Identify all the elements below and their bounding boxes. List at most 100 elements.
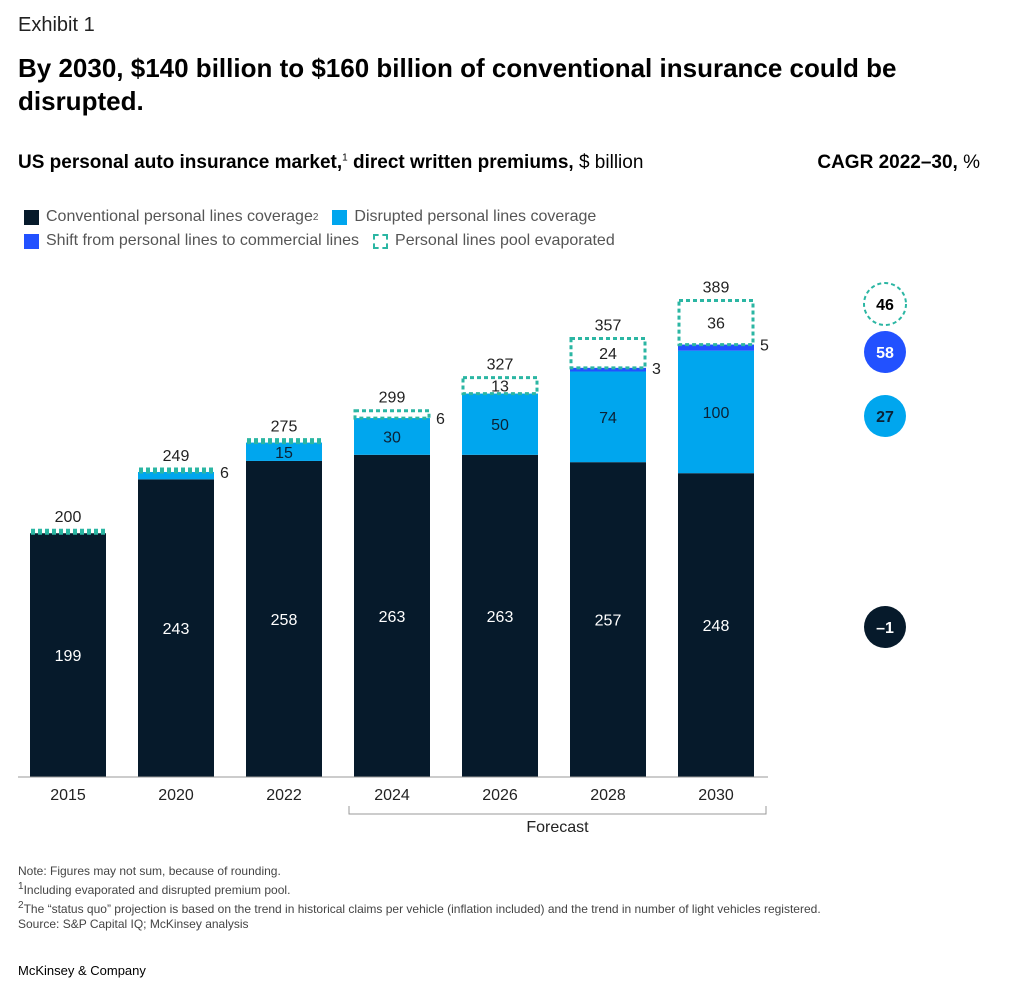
x-tick-2022: 2022 bbox=[266, 787, 302, 804]
label-total-2028: 357 bbox=[595, 317, 622, 334]
cagr-circle-1 bbox=[863, 282, 907, 326]
label-total-2024: 299 bbox=[379, 390, 406, 407]
bar-evaporated-2022 bbox=[245, 438, 323, 445]
bar-disrupted-2028 bbox=[570, 371, 646, 463]
bar-conventional-2028 bbox=[570, 462, 646, 777]
footnote-2-text: The “status quo” projection is based on … bbox=[23, 902, 821, 916]
bar-conventional-2026 bbox=[462, 454, 538, 777]
exhibit-label: Exhibit 1 bbox=[18, 14, 95, 36]
note-rounding: Note: Figures may not sum, because of ro… bbox=[18, 864, 281, 878]
subtitle-footnote-mark: 1 bbox=[342, 152, 348, 164]
bar-conventional-2015 bbox=[30, 533, 106, 777]
bar-shift-2030 bbox=[678, 344, 754, 351]
label-side-2030: 5 bbox=[760, 338, 769, 355]
label-side-2028: 3 bbox=[652, 361, 661, 378]
legend-label-disrupted: Disrupted personal lines coverage bbox=[354, 208, 597, 225]
footnotes: Note: Figures may not sum, because of ro… bbox=[18, 864, 821, 932]
cagr-value-2: 58 bbox=[876, 345, 894, 362]
legend-swatch-shift bbox=[24, 233, 39, 249]
bar-disrupted-2024 bbox=[354, 418, 430, 455]
label-disrupted-2022: 15 bbox=[275, 445, 293, 462]
legend-swatch-conventional bbox=[24, 209, 39, 225]
stacked-bar-chart: 1992002015243624920202581527520222633062… bbox=[18, 279, 907, 836]
label-total-2030: 389 bbox=[703, 279, 730, 296]
brand-logo-text: McKinsey & Company bbox=[18, 963, 146, 978]
source-note: Source: S&P Capital IQ; McKinsey analysi… bbox=[18, 917, 249, 931]
label-conventional-2028: 257 bbox=[595, 613, 622, 630]
cagr-value-3: 27 bbox=[876, 409, 894, 426]
bar-conventional-2024 bbox=[354, 454, 430, 777]
subtitle-bold-2: direct written premiums, bbox=[347, 152, 574, 173]
cagr-value-1: 46 bbox=[876, 297, 894, 314]
label-side-2024: 6 bbox=[436, 411, 445, 428]
bar-disrupted-2030 bbox=[678, 350, 754, 474]
label-side-2020: 6 bbox=[220, 465, 229, 482]
page-title: By 2030, $140 billion to $160 billion of… bbox=[18, 53, 897, 116]
label-evaporated-2028: 24 bbox=[599, 346, 617, 363]
bar-disrupted-2022 bbox=[246, 442, 322, 461]
legend-label-shift: Shift from personal lines to commercial … bbox=[46, 232, 360, 249]
label-conventional-2024: 263 bbox=[379, 609, 406, 626]
bar-conventional-2030 bbox=[678, 473, 754, 777]
legend-item-conventional: Conventional personal lines coverage 2 bbox=[24, 208, 318, 226]
bar-evaporated-2028 bbox=[569, 336, 647, 370]
label-conventional-2030: 248 bbox=[703, 618, 730, 635]
subtitle-unit: $ billion bbox=[573, 152, 644, 173]
label-total-2022: 275 bbox=[271, 419, 298, 436]
label-total-2015: 200 bbox=[55, 509, 82, 526]
label-conventional-2020: 243 bbox=[163, 621, 190, 638]
footnote-1-mark: 1 bbox=[18, 881, 24, 892]
x-tick-2015: 2015 bbox=[50, 787, 86, 804]
label-total-2026: 327 bbox=[487, 357, 514, 374]
legend-item-disrupted: Disrupted personal lines coverage bbox=[332, 208, 596, 226]
legend-item-shift: Shift from personal lines to commercial … bbox=[24, 232, 359, 250]
footnote-2-mark: 2 bbox=[18, 900, 24, 911]
label-disrupted-2026: 50 bbox=[491, 417, 509, 434]
label-total-2020: 249 bbox=[163, 448, 190, 465]
legend-label-conventional: Conventional personal lines coverage bbox=[46, 208, 313, 225]
x-tick-2030: 2030 bbox=[698, 787, 734, 804]
cagr-heading-bold: CAGR 2022–30, bbox=[817, 152, 958, 173]
legend-item-evaporated: Personal lines pool evaporated bbox=[373, 232, 615, 250]
chart-legend: Conventional personal lines coverage 2 Di… bbox=[24, 205, 784, 253]
subtitle-bold: US personal auto insurance market, bbox=[18, 152, 343, 173]
legend-swatch-evaporated bbox=[373, 233, 389, 249]
label-conventional-2015: 199 bbox=[55, 648, 82, 665]
cagr-circle-3 bbox=[864, 395, 906, 437]
cagr-circle-2 bbox=[864, 331, 906, 373]
bar-shift-2028 bbox=[570, 367, 646, 372]
forecast-label: Forecast bbox=[526, 819, 589, 836]
bar-evaporated-2020 bbox=[137, 467, 215, 474]
chart-subtitle: US personal auto insurance market,1 dire… bbox=[18, 152, 643, 174]
cagr-value-4: –1 bbox=[876, 620, 894, 637]
bar-evaporated-2026 bbox=[461, 376, 539, 396]
footnote-2: 2The “status quo” projection is based on… bbox=[18, 898, 821, 917]
label-conventional-2022: 258 bbox=[271, 612, 298, 629]
cagr-heading: CAGR 2022–30, % bbox=[817, 152, 980, 174]
bar-disrupted-2026 bbox=[462, 393, 538, 455]
bar-conventional-2020 bbox=[138, 479, 214, 777]
label-conventional-2026: 263 bbox=[487, 609, 514, 626]
forecast-bracket bbox=[348, 806, 767, 815]
label-disrupted-2030: 100 bbox=[703, 405, 730, 422]
cagr-heading-unit: % bbox=[957, 152, 980, 173]
bar-evaporated-2024 bbox=[353, 409, 431, 420]
legend-swatch-disrupted bbox=[332, 209, 348, 225]
footnote-1-text: Including evaporated and disrupted premi… bbox=[23, 883, 291, 897]
legend-label-evaporated: Personal lines pool evaporated bbox=[395, 232, 615, 249]
bar-conventional-2022 bbox=[246, 460, 322, 777]
cagr-circle-4 bbox=[864, 606, 906, 648]
label-evaporated-2030: 36 bbox=[707, 316, 725, 333]
x-tick-2024: 2024 bbox=[374, 787, 410, 804]
bar-evaporated-2015 bbox=[29, 528, 107, 535]
bar-evaporated-2030 bbox=[677, 298, 755, 347]
label-evaporated-2026: 13 bbox=[491, 379, 509, 396]
x-tick-2028: 2028 bbox=[590, 787, 626, 804]
x-tick-2026: 2026 bbox=[482, 787, 518, 804]
legend-footnote-mark: 2 bbox=[312, 211, 319, 223]
footnote-1: 1Including evaporated and disrupted prem… bbox=[18, 879, 821, 898]
bar-disrupted-2020 bbox=[138, 471, 214, 480]
label-disrupted-2024: 30 bbox=[383, 429, 401, 446]
x-tick-2020: 2020 bbox=[158, 787, 194, 804]
label-disrupted-2028: 74 bbox=[599, 410, 617, 427]
